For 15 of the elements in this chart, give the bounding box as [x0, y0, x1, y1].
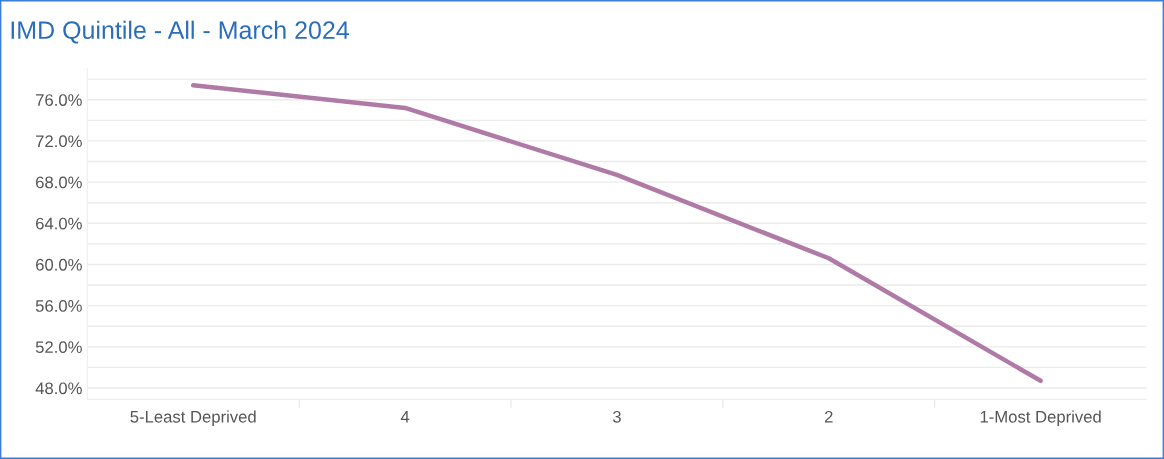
- x-tick-label: 2: [824, 410, 833, 423]
- y-tick-label: 76.0%: [36, 94, 82, 106]
- x-tick-label: 4: [400, 411, 410, 423]
- y-tick-label: 60.0%: [36, 258, 82, 271]
- x-tick-label: 5-Least Deprived: [130, 410, 256, 426]
- y-tick-label: 72.0%: [36, 135, 82, 148]
- y-tick-label: 64.0%: [36, 217, 82, 230]
- x-tick-label: 1-Most Deprived: [980, 410, 1101, 426]
- x-tick-label: 3: [612, 410, 621, 423]
- y-tick-label: 48.0%: [35, 382, 82, 395]
- y-tick-label: 52.0%: [35, 341, 82, 354]
- y-tick-label: 56.0%: [35, 300, 82, 312]
- y-tick-label: 68.0%: [36, 176, 82, 189]
- chart-title: IMD Quintile - All - March 2024: [11, 20, 349, 44]
- line-series: [191, 83, 1043, 384]
